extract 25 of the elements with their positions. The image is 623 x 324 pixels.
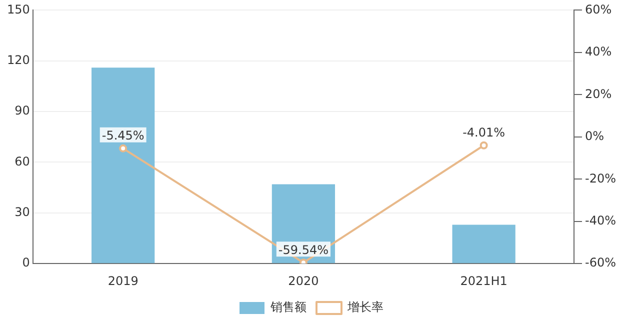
point [480,141,488,150]
y-tick-label: 150 [7,2,30,16]
x-tick-label: 2019 [108,274,138,288]
y-tick-label: 30 [14,205,30,220]
y-tick-label: 90 [14,104,30,118]
y2-tick-label: 40% [585,44,612,59]
x-tick-label: 2020 [288,274,319,288]
y-tick-label: 60 [14,154,30,168]
bar [92,68,155,264]
y2-tick-label: -20% [585,171,616,186]
y-tick-label: 120 [7,53,30,68]
y2-tick-label: -40% [585,213,616,228]
bar [452,224,516,264]
point [119,144,128,152]
x-tick-label: 2021H1 [460,274,508,288]
legend-label: 销售额 [270,300,306,314]
y2-tick-label: -60% [585,256,616,270]
y2-tick-label: 60% [585,2,612,16]
y-tick-label: 0 [22,256,30,270]
legend-label: 增长率 [346,300,384,314]
data-label: -5.45% [102,128,144,143]
data-label: -59.54% [278,242,328,257]
y2-tick-label: 0% [585,129,604,144]
data-label: -4.01% [462,125,506,140]
y2-tick-label: 20% [585,86,612,101]
